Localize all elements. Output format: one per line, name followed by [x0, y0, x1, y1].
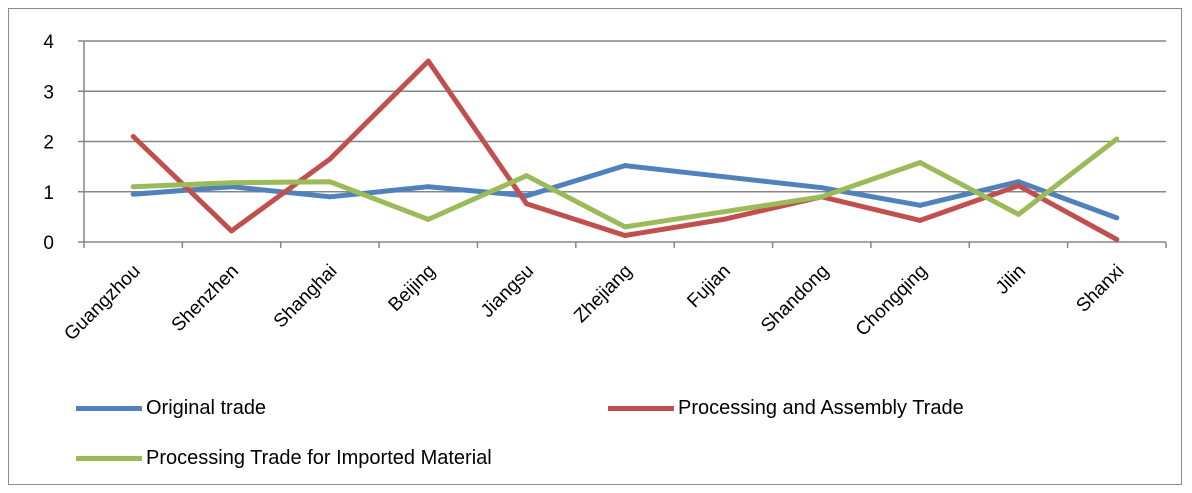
y-tick-label-3: 3 — [43, 82, 54, 103]
data-point-processing-trade-for-imported-material-zhejiang — [622, 224, 628, 230]
data-point-processing-and-assembly-trade-shenzhen — [229, 228, 235, 234]
data-point-original-trade-shenzhen — [229, 184, 235, 190]
y-tick-label-0: 0 — [43, 233, 54, 254]
data-point-processing-and-assembly-trade-beijing — [425, 58, 431, 64]
data-point-processing-trade-for-imported-material-shandong — [819, 194, 825, 200]
x-tick-label-zhejiang: Zhejiang — [570, 261, 636, 327]
data-point-original-trade-zhejiang — [622, 163, 628, 169]
data-point-processing-trade-for-imported-material-shenzhen — [229, 180, 235, 186]
legend-item-original-trade: Original trade — [76, 397, 266, 420]
data-point-processing-and-assembly-trade-jiangsu — [524, 201, 530, 207]
data-point-original-trade-beijing — [425, 184, 431, 190]
x-axis-ticks: Guangzhou Shenzhen Shanghai Beijing Jiangsu Z… — [60, 261, 1128, 345]
x-tick-label-chongqing: Chongqing — [852, 261, 932, 341]
legend-label-processing-assembly: Processing and Assembly Trade — [678, 397, 964, 419]
data-point-original-trade-shanxi — [1114, 215, 1120, 221]
data-point-processing-trade-for-imported-material-shanghai — [327, 179, 333, 185]
data-point-processing-trade-for-imported-material-jiangsu — [524, 173, 530, 179]
data-point-original-trade-shanghai — [327, 194, 333, 200]
legend-swatch-processing-imported-material — [76, 456, 142, 461]
data-point-original-trade-jiangsu — [524, 193, 530, 199]
data-point-processing-trade-for-imported-material-chongqing — [917, 160, 923, 166]
x-tick-label-guangzhou: Guangzhou — [60, 261, 144, 345]
data-point-processing-trade-for-imported-material-shanxi — [1114, 136, 1120, 142]
gridlines — [78, 40, 1167, 248]
legend-swatch-processing-assembly — [608, 406, 674, 411]
y-axis-ticks: 0 1 2 3 4 — [43, 32, 54, 254]
y-tick-label-2: 2 — [43, 133, 54, 154]
x-tick-label-shandong: Shandong — [757, 261, 833, 337]
data-point-original-trade-jilin — [1015, 179, 1021, 185]
legend-item-processing-assembly: Processing and Assembly Trade — [608, 397, 964, 420]
data-point-processing-and-assembly-trade-shanghai — [327, 156, 333, 162]
legend-item-processing-imported-material: Processing Trade for Imported Material — [76, 447, 492, 470]
x-tick-label-jiangsu: Jiangsu — [477, 261, 538, 322]
x-tick-label-fujian: Fujian — [683, 261, 734, 312]
x-tick-label-shenzhen: Shenzhen — [168, 261, 243, 336]
data-point-original-trade-chongqing — [917, 202, 923, 208]
data-point-processing-and-assembly-trade-guangzhou — [130, 133, 136, 139]
data-point-processing-trade-for-imported-material-jilin — [1015, 211, 1021, 217]
data-point-processing-and-assembly-trade-shanxi — [1114, 236, 1120, 242]
chart-frame — [8, 8, 1182, 485]
data-point-processing-and-assembly-trade-jilin — [1015, 183, 1021, 189]
data-point-processing-and-assembly-trade-fujian — [720, 216, 726, 222]
y-tick-label-4: 4 — [43, 32, 54, 53]
data-point-original-trade-shandong — [819, 185, 825, 191]
y-tick-label-1: 1 — [43, 183, 54, 204]
x-tick-label-shanghai: Shanghai — [270, 261, 342, 333]
series-line-processing-trade-for-imported-material — [133, 137, 1119, 230]
x-tick-label-beijing: Beijing — [385, 261, 440, 316]
data-point-processing-trade-for-imported-material-guangzhou — [130, 184, 136, 190]
data-point-processing-and-assembly-trade-zhejiang — [622, 232, 628, 238]
x-tick-label-shanxi: Shanxi — [1072, 261, 1128, 317]
data-point-processing-trade-for-imported-material-beijing — [425, 216, 431, 222]
x-tick-label-jilin: Jilin — [992, 261, 1030, 299]
series-lines — [130, 58, 1120, 242]
data-point-processing-trade-for-imported-material-fujian — [720, 209, 726, 215]
series-line-processing-and-assembly-trade — [131, 58, 1119, 242]
data-point-original-trade-guangzhou — [130, 191, 136, 197]
legend-swatch-original-trade — [76, 406, 142, 411]
legend-label-original-trade: Original trade — [146, 397, 267, 419]
legend-label-processing-imported-material: Processing Trade for Imported Material — [146, 447, 492, 469]
data-point-processing-and-assembly-trade-chongqing — [917, 217, 923, 223]
data-point-original-trade-fujian — [720, 174, 726, 180]
